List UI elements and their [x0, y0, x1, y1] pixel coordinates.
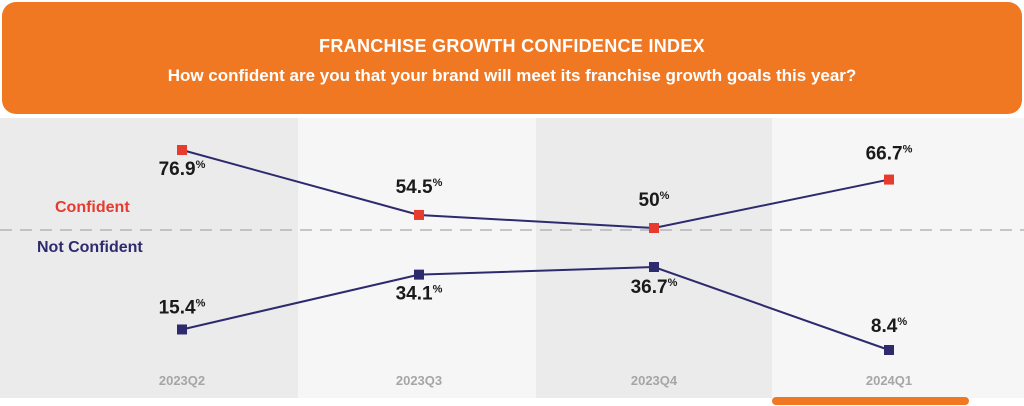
- not-confident-data-label: 34.1%: [396, 284, 443, 305]
- confident-data-label: 50%: [639, 190, 670, 211]
- not-confident-data-label: 8.4%: [871, 316, 907, 337]
- header-banner: FRANCHISE GROWTH CONFIDENCE INDEX How co…: [2, 2, 1022, 114]
- not-confident-data-label: 15.4%: [159, 297, 206, 318]
- x-tick-label: 2023Q2: [159, 373, 205, 388]
- x-tick-label: 2024Q1: [866, 373, 912, 388]
- confident-data-label: 76.9%: [159, 159, 206, 180]
- column-band-4: [772, 118, 1024, 398]
- not-confident-data-label: 36.7%: [631, 277, 678, 298]
- confident-data-label: 66.7%: [866, 144, 913, 165]
- chart-title: FRANCHISE GROWTH CONFIDENCE INDEX: [319, 36, 705, 56]
- not-confident-series-line: [181, 265, 890, 351]
- column-band-3: [536, 118, 772, 398]
- confident-point: [177, 145, 187, 155]
- column-band-1: [0, 118, 298, 398]
- confident-point: [649, 223, 659, 233]
- not-confident-point: [414, 269, 424, 280]
- selected-quarter-indicator: [772, 397, 969, 405]
- not-confident-point: [649, 262, 659, 272]
- x-tick-label: 2023Q4: [631, 373, 678, 388]
- confident-point: [414, 209, 424, 220]
- confident-series-line: [181, 149, 890, 230]
- not-confident-point: [177, 324, 187, 335]
- not-confident-label: Not Confident: [37, 239, 143, 256]
- column-band-2: [298, 118, 536, 398]
- chart-subtitle: How confident are you that your brand wi…: [167, 66, 857, 85]
- not-confident-point: [884, 345, 894, 355]
- confident-label: Confident: [55, 199, 130, 216]
- confident-point: [884, 174, 894, 185]
- line-chart: 2023Q2 2023Q3 2023Q4 2024Q1 76.9% 54.5% 50% 66.…: [0, 118, 1024, 398]
- confident-data-label: 54.5%: [396, 177, 443, 198]
- x-tick-label: 2023Q3: [396, 373, 442, 388]
